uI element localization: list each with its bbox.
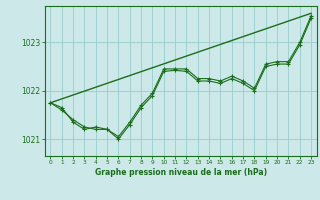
X-axis label: Graphe pression niveau de la mer (hPa): Graphe pression niveau de la mer (hPa) xyxy=(95,168,267,177)
